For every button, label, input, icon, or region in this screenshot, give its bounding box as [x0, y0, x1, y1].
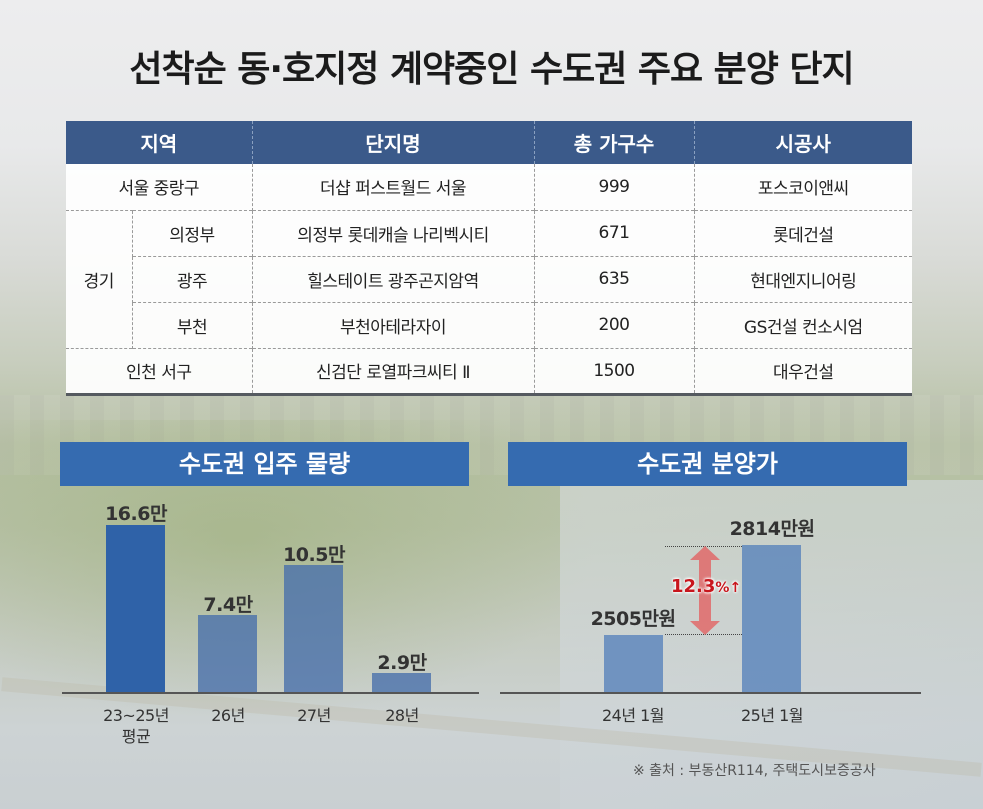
supply-bar-3: [372, 673, 431, 692]
supply-chart-title: 수도권 입주 물량: [60, 442, 469, 486]
cell-units: 1500: [533, 347, 694, 394]
supply-x-label-2: 27년: [297, 706, 331, 725]
cell-units: 635: [533, 255, 694, 302]
cell-builder: 대우건설: [693, 347, 912, 394]
cell-builder: GS건설 컨소시엄: [693, 301, 912, 348]
cell-complex-name: 더샵 퍼스트월드 서울: [251, 164, 534, 210]
cell-region: 서울 중랑구: [118, 179, 200, 200]
header-units: 총 가구수: [533, 121, 694, 164]
cell-complex-name: 의정부 롯데캐슬 나리벡시티: [251, 209, 534, 256]
price-guide-top: [665, 546, 742, 547]
table-row: 부천 부천아테라자이 200 GS건설 컨소시엄: [66, 301, 912, 348]
cell-builder: 포스코이앤씨: [693, 164, 912, 210]
cell-builder: 롯데건설: [693, 209, 912, 256]
header-complex-name: 단지명: [251, 121, 534, 164]
increase-symbol: %↑: [715, 580, 742, 596]
price-bar-label-1: 2814만원: [729, 518, 815, 540]
table-row: 경기 의정부 의정부 롯데캐슬 나리벡시티 671 롯데건설: [66, 209, 912, 348]
increase-annotation: 12.3%↑: [671, 576, 741, 597]
table-header-row: 지역 단지명 총 가구수 시공사: [66, 121, 912, 164]
cell-subregion: 의정부: [131, 209, 252, 256]
supply-bar-label-0: 16.6만: [105, 503, 167, 525]
cell-complex-name: 부천아테라자이: [251, 301, 534, 348]
supply-bar-label-2: 10.5만: [283, 544, 345, 566]
supply-bar-0: [106, 525, 165, 692]
header-builder: 시공사: [693, 121, 912, 164]
supply-bar-label-1: 7.4만: [203, 594, 253, 616]
cell-builder: 현대엔지니어링: [693, 255, 912, 302]
supply-bar-2: [284, 565, 343, 692]
cell-subregion: 부천: [131, 301, 252, 348]
supply-bar-1: [198, 615, 257, 692]
page-title: 선착순 동·호지정 계약중인 수도권 주요 분양 단지: [129, 49, 854, 90]
table-row: 인천 서구 신검단 로열파크씨티 Ⅱ 1500 대우건설: [66, 347, 912, 394]
price-x-label-1: 25년 1월: [740, 706, 804, 725]
price-guide-bottom: [665, 634, 742, 635]
table-row: 서울 중랑구 더샵 퍼스트월드 서울 999 포스코이앤씨: [66, 164, 912, 210]
complex-table: 지역 단지명 총 가구수 시공사 서울 중랑구 더샵 퍼스트월드 서울 999 …: [66, 121, 912, 396]
cell-complex-name: 신검단 로열파크씨티 Ⅱ: [251, 347, 534, 394]
price-bar-1: [742, 545, 801, 692]
supply-x-label-3: 28년: [385, 706, 419, 725]
increase-value: 12.3: [671, 576, 716, 597]
supply-x-label-0-line2: 평균: [121, 727, 151, 746]
table-row: 광주 힐스테이트 광주곤지암역 635 현대엔지니어링: [66, 255, 912, 302]
source-note: ※ 출처 : 부동산R114, 주택도시보증공사: [633, 763, 876, 779]
cell-units: 671: [533, 209, 694, 256]
price-x-label-0: 24년 1월: [601, 706, 665, 725]
price-bar-0: [604, 635, 663, 692]
price-x-axis: [500, 692, 921, 694]
price-bar-label-0: 2505만원: [590, 608, 676, 630]
cell-region: 경기: [66, 209, 132, 348]
cell-subregion: 광주: [131, 255, 252, 302]
cell-region: 인천 서구: [66, 347, 252, 394]
cell-complex-name: 힐스테이트 광주곤지암역: [251, 255, 534, 302]
cell-units: 999: [533, 164, 694, 210]
supply-x-label-0-line1: 23~25년: [103, 706, 169, 725]
cell-units: 200: [533, 301, 694, 348]
supply-bar-label-3: 2.9만: [377, 652, 427, 674]
supply-x-label-0: 23~25년 평균: [86, 705, 186, 747]
supply-x-axis: [62, 692, 479, 694]
double-arrow-icon: [690, 546, 720, 635]
header-region: 지역: [66, 121, 252, 164]
price-chart-title: 수도권 분양가: [508, 442, 907, 486]
supply-x-label-1: 26년: [211, 706, 245, 725]
